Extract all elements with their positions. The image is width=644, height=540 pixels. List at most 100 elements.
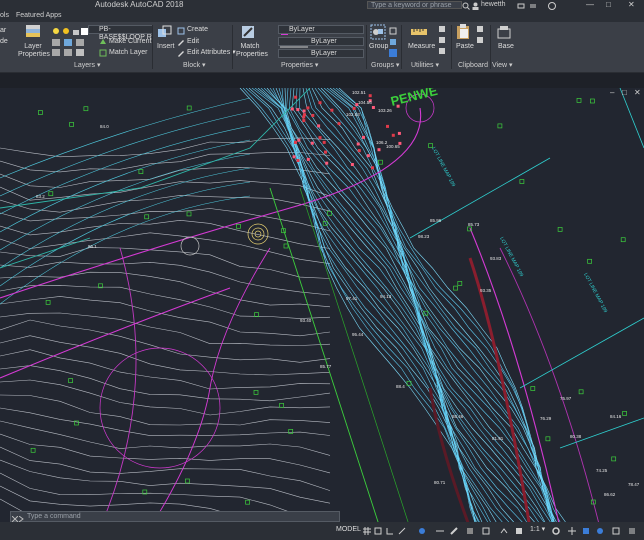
annotation-icon[interactable] xyxy=(500,526,508,534)
grid-icon[interactable] xyxy=(363,526,371,535)
workspace-gear-icon[interactable] xyxy=(552,526,560,535)
viewport-restore-button[interactable]: □ xyxy=(622,88,627,97)
partial-label[interactable]: de xyxy=(0,38,8,45)
annotation-visibility-icon[interactable] xyxy=(515,526,523,534)
otrack-icon[interactable] xyxy=(436,526,444,534)
paste-icon[interactable] xyxy=(456,24,470,43)
base-button[interactable]: Base xyxy=(498,43,514,50)
lightbulb-icon[interactable] xyxy=(52,26,60,38)
insert-icon[interactable] xyxy=(157,25,173,42)
make-current-icon[interactable] xyxy=(99,37,107,49)
utilities-panel-title[interactable]: Utilities ▾ xyxy=(411,62,440,69)
exchange-icon[interactable] xyxy=(529,1,537,13)
close-icon[interactable] xyxy=(11,513,19,525)
layer-properties-button[interactable]: Layer Properties xyxy=(18,43,50,58)
drawing-area[interactable]: PENWE LOT LINE MAP 199 LOT LINE MAP 199 LOT… xyxy=(0,88,644,528)
clean-screen-icon[interactable] xyxy=(612,526,620,535)
edit-attributes-button[interactable]: Edit Attributes ▾ xyxy=(187,49,236,56)
edit-button[interactable]: Edit xyxy=(187,38,200,45)
customize-menu-icon[interactable] xyxy=(628,526,636,534)
layer-dropdown[interactable]: PB-BASE$$LOOP R xyxy=(88,25,153,41)
lock-icon[interactable] xyxy=(72,26,80,38)
viewport-minimize-button[interactable]: – xyxy=(610,88,615,97)
spot-elevation: 104.56 xyxy=(358,100,372,105)
snap-icon[interactable] xyxy=(374,526,382,535)
properties-panel-title[interactable]: Properties ▾ xyxy=(281,62,319,69)
help-icon[interactable] xyxy=(548,1,556,13)
model-space-button[interactable]: MODEL xyxy=(336,526,361,533)
osnap-icon[interactable] xyxy=(418,526,426,534)
tab-tools[interactable]: ols xyxy=(0,12,9,19)
create-button[interactable]: Create xyxy=(187,26,209,33)
match-properties-button[interactable]: Match Properties xyxy=(236,43,268,58)
spot-elevation: 88.46 xyxy=(452,414,464,419)
base-view-icon[interactable] xyxy=(497,25,511,42)
separator xyxy=(490,25,491,69)
group-icon[interactable] xyxy=(370,24,386,43)
cart-icon[interactable] xyxy=(517,1,525,13)
groups-panel-title[interactable]: Groups ▾ xyxy=(371,62,400,69)
sun-icon[interactable] xyxy=(62,26,70,38)
spot-elevation: 106.2 xyxy=(376,140,388,145)
ungroup-icon[interactable] xyxy=(389,26,397,38)
utility-marker xyxy=(356,142,360,146)
polar-icon[interactable] xyxy=(398,526,406,535)
lineweight-dropdown[interactable]: ByLayer xyxy=(278,37,364,46)
measure-icon[interactable] xyxy=(410,25,428,42)
utilities-icons[interactable] xyxy=(438,26,446,59)
search-input[interactable]: Type a keyword or phrase xyxy=(367,1,462,9)
selection-cycling-icon[interactable] xyxy=(482,526,490,535)
layer-state-icons[interactable] xyxy=(52,38,92,61)
lineweight-icon[interactable] xyxy=(450,526,458,535)
spot-elevation: 102.51 xyxy=(352,90,366,95)
user-name[interactable]: hewetth xyxy=(481,1,506,8)
layers-panel-title[interactable]: Layers ▾ xyxy=(74,62,101,69)
contour-line xyxy=(0,407,331,436)
restore-button[interactable]: □ xyxy=(606,0,611,9)
user-icon[interactable] xyxy=(472,1,479,13)
utility-marker xyxy=(294,140,297,144)
partial-label[interactable]: ar xyxy=(0,27,7,34)
edit-attributes-icon[interactable] xyxy=(177,48,185,60)
ortho-icon[interactable] xyxy=(386,526,394,535)
spot-elevation: 86.62 xyxy=(604,492,616,497)
color-dropdown[interactable]: ByLayer xyxy=(278,25,364,34)
block-panel-title[interactable]: Block ▾ xyxy=(183,62,206,69)
create-block-icon[interactable] xyxy=(177,26,185,38)
insert-button[interactable]: Insert xyxy=(157,43,175,50)
layer-properties-icon[interactable] xyxy=(25,24,41,43)
linetype-dropdown[interactable]: ByLayer xyxy=(278,49,364,58)
group-edit-icon[interactable] xyxy=(389,37,397,49)
match-properties-icon[interactable] xyxy=(240,24,256,43)
viewport-close-button[interactable]: ✕ xyxy=(634,88,641,97)
units-icon[interactable] xyxy=(582,526,590,534)
close-button[interactable]: ✕ xyxy=(628,0,635,9)
match-layer-icon[interactable] xyxy=(99,48,107,60)
group-button[interactable]: Group xyxy=(369,43,389,50)
add-icon[interactable] xyxy=(568,526,576,535)
contour-line xyxy=(260,88,492,528)
paste-button[interactable]: Paste xyxy=(456,43,474,50)
view-panel-title[interactable]: View ▾ xyxy=(492,62,513,69)
clipboard-panel-title[interactable]: Clipboard xyxy=(458,62,488,69)
annotation-scale[interactable]: 1:1 ▾ xyxy=(530,526,546,533)
isolate-objects-icon[interactable] xyxy=(596,526,604,534)
layer-color-swatch[interactable] xyxy=(81,26,88,38)
survey-point xyxy=(30,447,36,453)
contour-line xyxy=(272,88,515,528)
measure-button[interactable]: Measure xyxy=(408,43,436,50)
group-select-icon[interactable] xyxy=(389,48,397,60)
transparency-icon[interactable] xyxy=(466,526,474,534)
tab-featured-apps[interactable]: Featured Apps xyxy=(16,12,62,19)
clipboard-icons[interactable] xyxy=(476,26,484,59)
utility-marker xyxy=(396,104,400,108)
search-icon[interactable] xyxy=(462,1,470,13)
edit-block-icon[interactable] xyxy=(177,37,185,49)
contour-line xyxy=(0,319,331,363)
make-current-button[interactable]: Make Current xyxy=(109,38,152,45)
command-input[interactable]: Type a command xyxy=(10,511,340,522)
minimize-button[interactable]: — xyxy=(586,0,594,9)
utility-marker xyxy=(357,149,361,153)
match-layer-button[interactable]: Match Layer xyxy=(109,49,148,56)
